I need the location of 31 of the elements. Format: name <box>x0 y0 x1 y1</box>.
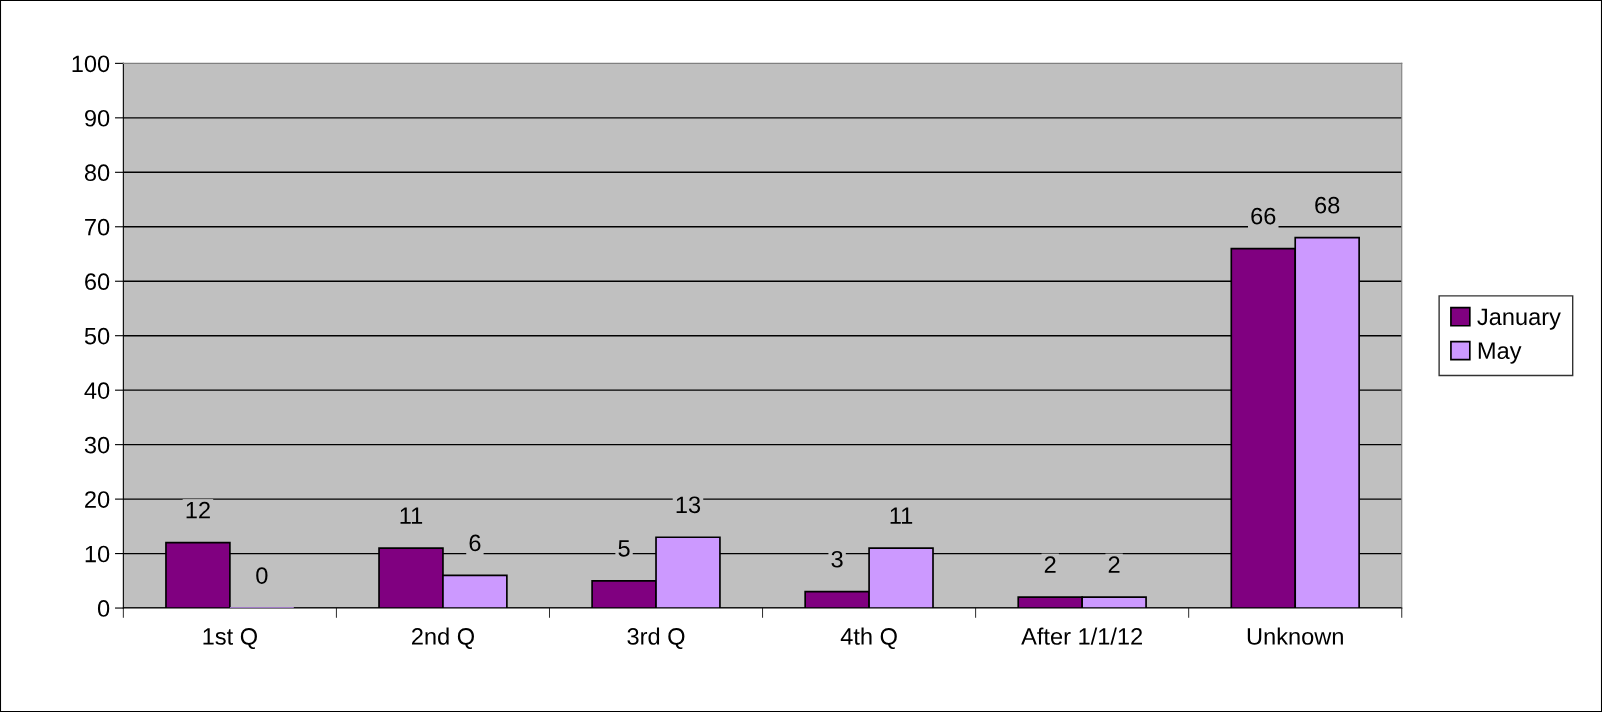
y-tick-label: 80 <box>84 164 110 182</box>
data-label: 5 <box>618 540 630 557</box>
y-tick-label: 70 <box>85 218 110 236</box>
y-tick-label: 0 <box>97 600 110 617</box>
data-label: 2 <box>1108 556 1120 573</box>
x-tick-label: 1st Q <box>203 628 257 650</box>
x-tick-label: 3rd Q <box>627 627 685 650</box>
data-label: 13 <box>676 496 701 514</box>
data-label: 12 <box>186 501 210 519</box>
y-tick-label: 10 <box>85 545 110 563</box>
data-label: 3 <box>831 550 843 568</box>
data-label: 11 <box>400 507 423 524</box>
x-tick-label: Unknown <box>1247 627 1343 645</box>
y-tick-label: 20 <box>85 491 110 508</box>
data-label: 2 <box>1044 556 1056 573</box>
y-tick-label: 60 <box>85 273 110 291</box>
legend-label: January <box>1477 308 1561 330</box>
data-label: 6 <box>469 534 481 552</box>
data-label: 68 <box>1315 196 1340 214</box>
y-tick-label: 30 <box>84 436 110 454</box>
y-tick-label: 90 <box>85 109 110 127</box>
y-tick-label: 40 <box>84 382 110 399</box>
x-tick-label: 2nd Q <box>411 627 474 650</box>
data-label: 66 <box>1251 207 1276 225</box>
x-tick-label: 4th Q <box>840 627 897 650</box>
data-label: 0 <box>256 567 268 584</box>
legend-label: May <box>1478 342 1522 364</box>
data-label: 11 <box>890 507 913 524</box>
x-tick-label: After 1/1/12 <box>1021 627 1142 645</box>
y-tick-label: 50 <box>84 327 110 345</box>
y-tick-label: 100 <box>72 55 110 73</box>
